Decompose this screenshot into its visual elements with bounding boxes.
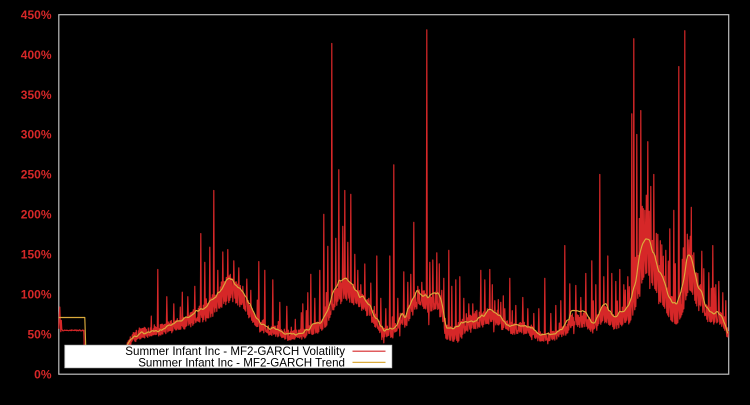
svg-text:400%: 400% — [21, 48, 52, 62]
svg-text:300%: 300% — [21, 128, 52, 142]
svg-text:350%: 350% — [21, 88, 52, 102]
svg-text:Summer Infant Inc - MF2-GARCH: Summer Infant Inc - MF2-GARCH Trend — [138, 357, 345, 370]
svg-text:100%: 100% — [21, 288, 52, 302]
svg-text:200%: 200% — [21, 208, 52, 222]
svg-text:Summer Infant Inc - MF2-GARCH: Summer Infant Inc - MF2-GARCH Volatility — [125, 345, 345, 358]
svg-text:0%: 0% — [34, 367, 52, 381]
svg-text:450%: 450% — [21, 8, 52, 22]
svg-text:250%: 250% — [21, 168, 52, 182]
svg-text:150%: 150% — [21, 248, 52, 262]
svg-text:50%: 50% — [27, 328, 51, 342]
